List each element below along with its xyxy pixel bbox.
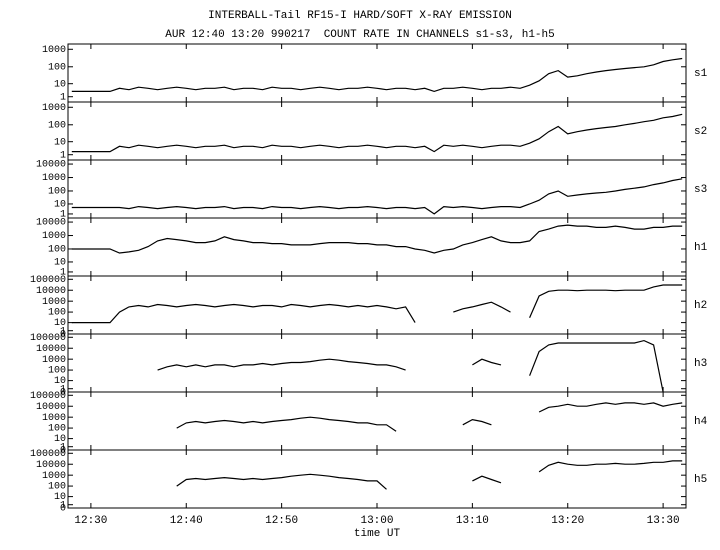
series-line	[71, 113, 683, 153]
y-tick-label: 100	[48, 482, 66, 493]
y-tick-label: 10	[54, 258, 66, 269]
y-tick-label: 1	[60, 92, 66, 103]
y-tick-label: 1000	[42, 231, 66, 242]
y-tick-label: 1	[60, 326, 66, 337]
panel-label: h4	[694, 416, 708, 428]
series-line	[176, 460, 683, 490]
panel-label: s2	[694, 126, 707, 138]
y-tick-label: 10	[54, 376, 66, 387]
x-tick-label: 13:10	[456, 515, 489, 527]
y-tick-label: 10	[54, 200, 66, 211]
x-tick-label: 12:50	[265, 515, 298, 527]
y-tick-label: 1	[60, 500, 66, 511]
y-tick-label: 1000	[42, 297, 66, 308]
series-line	[71, 178, 683, 215]
y-tick-label: 1	[60, 384, 66, 395]
y-tick-label: 100000	[30, 333, 66, 344]
series-line	[71, 224, 683, 254]
x-tick-label: 13:20	[551, 515, 584, 527]
y-tick-label: 10	[54, 318, 66, 329]
x-tick-label: 12:40	[170, 515, 203, 527]
y-tick-label: 10000	[36, 218, 66, 229]
x-axis-label: time UT	[354, 528, 401, 540]
series-line	[157, 339, 664, 393]
y-tick-label: 1000	[42, 173, 66, 184]
panel-label: h3	[694, 358, 707, 370]
chart-title: INTERBALL-Tail RF15-I HARD/SOFT X-RAY EM…	[208, 10, 512, 22]
y-tick-label: 100000	[30, 275, 66, 286]
y-tick-label: 100	[48, 120, 66, 131]
y-tick-label: 0	[60, 504, 66, 515]
y-tick-label: 10000	[36, 460, 66, 471]
panel-label: s1	[694, 68, 708, 80]
y-tick-label: 100000	[30, 391, 66, 402]
y-tick-label: 0	[60, 446, 66, 457]
y-tick-label: 10	[54, 492, 66, 503]
y-tick-label: 100	[48, 187, 66, 198]
y-tick-label: 100	[48, 308, 66, 319]
panel-frame	[67, 159, 687, 219]
y-tick-label: 1	[60, 442, 66, 453]
y-tick-label: 10000	[36, 286, 66, 297]
y-tick-label: 1000	[42, 103, 66, 114]
y-tick-label: 1	[60, 268, 66, 279]
y-tick-label: 100000	[30, 449, 66, 460]
y-tick-label: 10000	[36, 344, 66, 355]
x-tick-label: 13:00	[360, 515, 393, 527]
panel-frame	[67, 391, 687, 451]
panel-label: h1	[694, 242, 708, 254]
panel-label: h2	[694, 300, 707, 312]
chart-subtitle: AUR 12:40 13:20 990217 COUNT RATE IN CHA…	[165, 29, 554, 41]
panel-label: s3	[694, 184, 707, 196]
y-tick-label: 1	[60, 210, 66, 221]
y-tick-label: 0	[60, 388, 66, 399]
series-line	[71, 284, 683, 324]
series-line	[176, 402, 683, 432]
series-line	[71, 57, 683, 93]
y-tick-label: 0	[60, 330, 66, 341]
y-tick-label: 100	[48, 245, 66, 256]
y-tick-label: 100	[48, 424, 66, 435]
x-tick-label: 13:30	[647, 515, 680, 527]
y-tick-label: 10	[54, 434, 66, 445]
panel-label: h5	[694, 474, 707, 486]
y-tick-label: 10000	[36, 402, 66, 413]
y-tick-label: 10	[54, 79, 66, 90]
y-tick-label: 100	[48, 366, 66, 377]
panel-frame	[67, 101, 687, 161]
y-tick-label: 1	[60, 150, 66, 161]
panel-frame	[67, 449, 687, 509]
y-tick-label: 10000	[36, 160, 66, 171]
y-tick-label: 1000	[42, 45, 66, 56]
y-tick-label: 10	[54, 137, 66, 148]
x-tick-label: 12:30	[74, 515, 107, 527]
y-tick-label: 1000	[42, 471, 66, 482]
y-tick-label: 1000	[42, 355, 66, 366]
y-tick-label: 100	[48, 62, 66, 73]
y-tick-label: 1000	[42, 413, 66, 424]
